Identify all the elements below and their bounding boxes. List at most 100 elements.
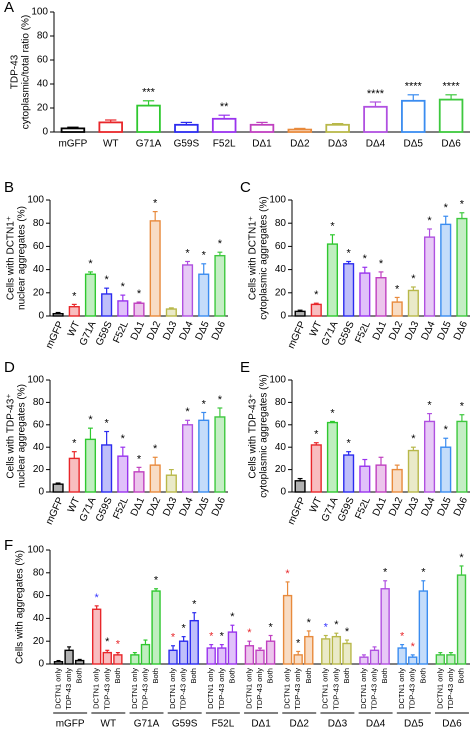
y-tick-label: 20 [37,103,49,114]
significance: * [72,438,77,450]
bar [359,272,371,317]
y-tick-label: 40 [275,442,287,453]
significance: * [346,247,351,259]
bar [214,416,226,493]
bar [440,223,452,317]
x-tick-label: WT [66,496,83,515]
x-tick-label: G59S [174,139,200,150]
x-tick-label: mGFP [44,319,66,350]
y-tick-label: 60 [33,419,45,430]
x-tick-label: G59S [336,495,357,523]
significance: * [121,281,126,293]
x-tick-label: DΔ2 [145,319,163,342]
x-tick-label: DCTN1 only [92,668,101,709]
x-tick-label: TDP-43 only [217,668,226,710]
x-tick-label: mGFP [58,139,87,150]
significance: * [220,631,225,643]
x-tick-label: Both [266,668,275,683]
group-label: G71A [134,719,160,730]
x-tick-label: DΔ6 [452,319,470,342]
y-tick-label: 20 [275,287,287,298]
bar [282,594,293,665]
x-tick-label: DΔ5 [404,139,424,150]
x-tick-label: TDP-43 only [255,668,264,710]
significance: * [314,429,319,441]
x-tick-label: F52L [353,319,373,345]
significance: * [314,289,319,301]
significance: * [218,238,223,250]
y-axis-label: Cells with DCTN1⁺ [6,216,17,300]
bar [265,640,276,665]
x-tick-label: WT [308,320,325,339]
y-tick-label: 100 [27,375,44,386]
bar [423,420,436,493]
y-tick-label: 40 [33,613,45,624]
group-label: DΔ6 [442,719,462,730]
bar [214,254,226,317]
significance: * [95,592,100,604]
x-tick-label: DΔ3 [328,139,348,150]
bar [391,301,403,317]
x-tick-label: DΔ1 [371,495,389,518]
bar [369,649,380,665]
significance: * [363,253,368,265]
bar [84,273,97,317]
x-tick-label: G59S [94,495,115,523]
significance: * [230,611,235,623]
bar [456,574,467,665]
significance: * [459,552,464,564]
x-tick-label: TDP-43 only [102,668,111,710]
x-tick-label: Both [227,668,236,683]
bar [359,656,369,665]
x-tick-label: DCTN1 only [321,668,330,709]
bar [375,277,387,317]
bar [325,123,350,133]
x-tick-label: DΔ4 [419,319,437,342]
bar [227,631,238,665]
x-tick-label: DΔ3 [403,495,421,518]
x-tick-label: DΔ3 [161,319,179,342]
x-tick-label: DΔ5 [436,495,454,518]
significance: * [427,400,432,412]
bar [64,649,74,665]
bar [408,656,418,665]
x-tick-label: DΔ4 [177,319,195,342]
x-tick-label: TDP-43 only [140,668,149,710]
significance: * [171,632,176,644]
x-tick-label: Both [189,668,198,683]
x-tick-label: mGFP [286,495,308,526]
y-axis-label: Cells with TDP-43⁺ [6,393,17,478]
significance: * [330,407,335,419]
bar [343,454,355,493]
bar [321,638,331,665]
x-tick-label: DCTN1 only [359,668,368,709]
bar [310,444,322,493]
y-tick-label: 40 [33,264,45,275]
group-label: DΔ4 [366,719,386,730]
bar [294,480,306,493]
x-tick-label: G59S [94,319,115,347]
y-tick-label: 0 [38,659,44,670]
x-tick-label: TDP-43 only [293,668,302,710]
significance: * [218,394,223,406]
y-axis-label: Cells with DCTN1⁺ [248,216,259,300]
bar [249,123,275,133]
x-tick-label: DΔ1 [371,319,389,342]
x-tick-label: mGFP [286,319,308,350]
y-tick-label: 100 [31,7,48,18]
x-tick-label: F52L [353,495,373,521]
y-axis-label: nuclear aggregates (%) [17,384,28,488]
significance: * [137,453,142,465]
y-tick-label: 60 [33,241,45,252]
x-tick-label: mGFP [44,495,66,526]
x-tick-label: TDP-43 only [446,668,455,710]
significance: * [153,443,158,455]
x-tick-label: G59S [336,319,357,347]
bar [440,446,452,493]
bar [52,312,64,317]
y-tick-label: 100 [269,195,286,206]
bar [181,424,194,493]
significance: * [185,406,190,418]
panel-letter: F [4,537,13,554]
significance: * [427,215,432,227]
